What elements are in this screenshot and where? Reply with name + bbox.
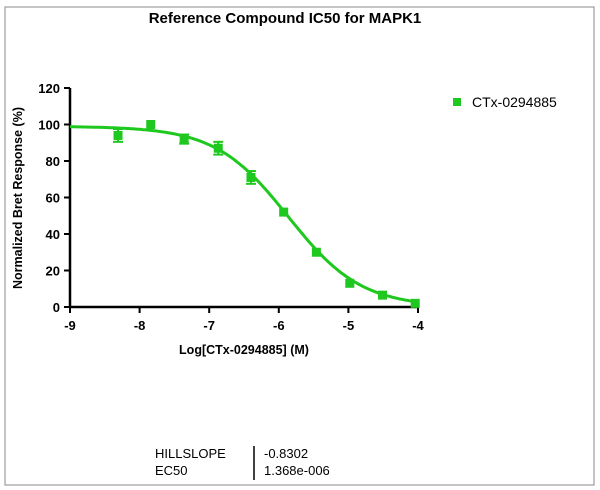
data-point xyxy=(246,172,256,182)
data-point xyxy=(410,298,420,308)
data-point xyxy=(345,278,355,288)
x-tick-label: -6 xyxy=(273,318,285,333)
legend-marker xyxy=(453,98,461,106)
y-tick-label: 40 xyxy=(46,227,60,242)
data-point xyxy=(113,130,123,140)
hillslope-value: -0.8302 xyxy=(264,446,308,461)
y-axis-label: Normalized Bret Response (%) xyxy=(11,107,25,289)
legend-label: CTx-0294885 xyxy=(472,94,557,110)
data-point xyxy=(279,207,289,217)
data-point xyxy=(179,134,189,144)
y-tick-label: 80 xyxy=(46,154,60,169)
x-tick-label: -9 xyxy=(64,318,76,333)
y-tick-label: 60 xyxy=(46,191,60,206)
hillslope-label: HILLSLOPE xyxy=(155,446,226,461)
y-tick-label: 100 xyxy=(38,118,60,133)
legend: CTx-0294885 xyxy=(453,94,557,110)
y-tick-label: 0 xyxy=(53,300,60,315)
x-axis-label: Log[CTx-0294885] (M) xyxy=(179,343,309,357)
ec50-value: 1.368e-006 xyxy=(264,463,330,478)
results-table: HILLSLOPE -0.8302 EC50 1.368e-006 xyxy=(155,446,330,480)
data-point xyxy=(213,143,223,153)
y-tick-label: 120 xyxy=(38,81,60,96)
y-tick-label: 20 xyxy=(46,264,60,279)
data-point xyxy=(311,247,321,257)
data-point xyxy=(146,120,156,129)
ec50-label: EC50 xyxy=(155,463,188,478)
x-tick-label: -8 xyxy=(134,318,146,333)
x-tick-label: -4 xyxy=(412,318,424,333)
chart-title: Reference Compound IC50 for MAPK1 xyxy=(149,10,422,27)
data-point xyxy=(378,290,388,300)
x-tick-label: -5 xyxy=(343,318,355,333)
x-tick-label: -7 xyxy=(203,318,215,333)
fit-curve xyxy=(70,125,419,304)
figure-frame xyxy=(4,6,595,486)
